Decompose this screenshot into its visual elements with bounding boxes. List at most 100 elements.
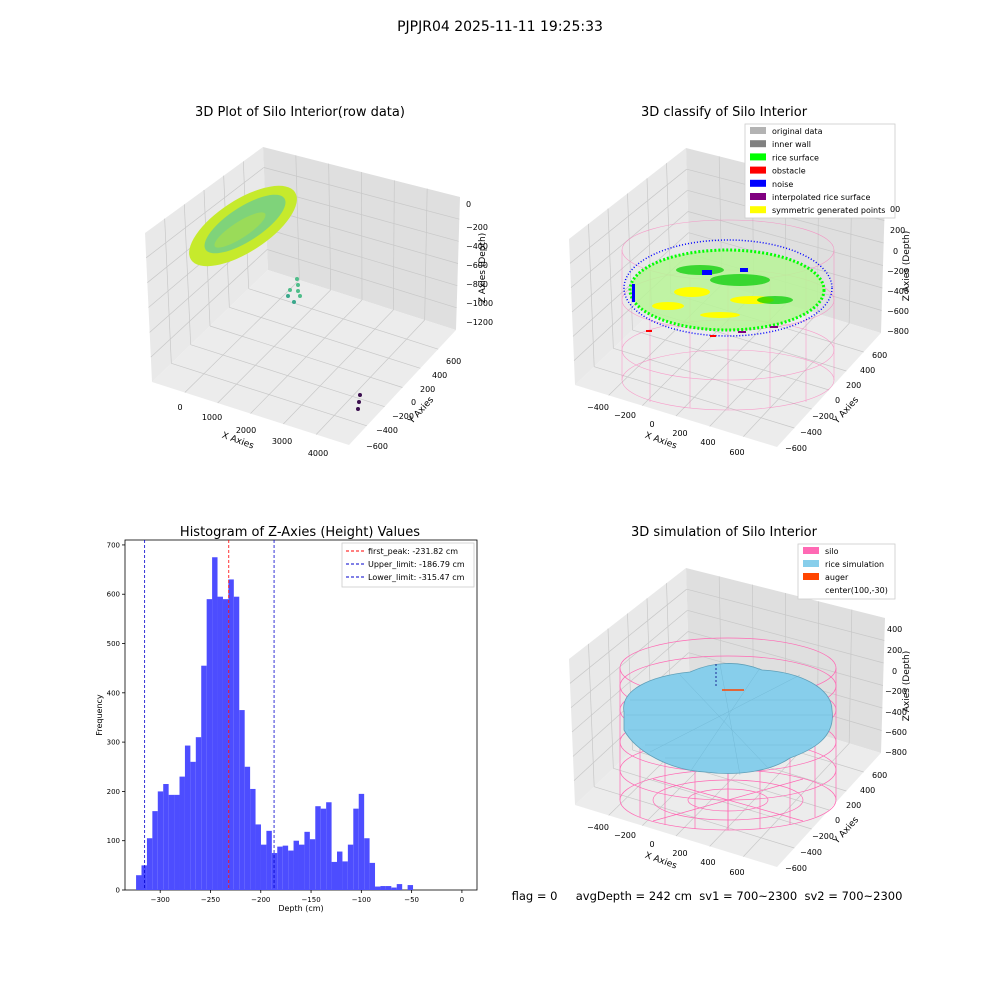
- raw-y-tick: −400: [376, 426, 398, 435]
- classify-x-tick: −400: [587, 403, 609, 412]
- raw-y-tick: −600: [366, 442, 388, 451]
- histogram-bars: [136, 557, 414, 890]
- histogram-bar: [195, 737, 202, 890]
- histogram-bar: [184, 745, 191, 890]
- classify-z-tick: −200: [887, 267, 909, 276]
- simulation-y-tick: −200: [812, 832, 834, 841]
- classify-x-tick: 200: [672, 429, 687, 438]
- simulation-y-tick: 400: [860, 786, 875, 795]
- histogram-bar: [353, 808, 359, 890]
- histogram-bar: [298, 844, 305, 890]
- classify-legend-label: obstacle: [772, 167, 806, 176]
- histogram-bar: [244, 766, 251, 890]
- raw-z-label: Z Axies (Depth): [478, 233, 488, 304]
- classify-z-tick: −600: [887, 307, 909, 316]
- simulation-legend-label: auger: [825, 573, 849, 582]
- histogram-x-tick-label: −200: [251, 896, 270, 904]
- classify-legend-label: original data: [772, 127, 823, 136]
- simulation-legend-label: center(100,-30): [825, 586, 888, 595]
- raw-z-tick: −400: [466, 242, 488, 251]
- classify-legend-swatch: [750, 193, 766, 200]
- histogram-y-tick-label: 600: [107, 591, 120, 599]
- classify-z-tick: 00: [890, 205, 900, 214]
- histogram-title: Histogram of Z-Axies (Height) Values: [180, 525, 420, 540]
- simulation-x-tick: 200: [672, 849, 687, 858]
- histogram-bar: [136, 875, 142, 890]
- histogram-bar: [212, 557, 218, 890]
- simulation-y-ticks: 600 400 200 0 −200 −400 −600: [785, 771, 887, 873]
- classify-legend-label: symmetric generated points: [772, 206, 885, 215]
- raw-z-tick: −1000: [466, 299, 493, 308]
- histogram-bar: [217, 596, 223, 890]
- histogram-bar: [168, 794, 175, 890]
- histogram-y-tick-label: 700: [107, 541, 120, 549]
- histogram-bar: [206, 599, 213, 890]
- classify-z-tick: 0: [893, 247, 898, 256]
- histogram-bar: [396, 884, 403, 890]
- simulation-z-tick: −400: [885, 708, 907, 717]
- classify-x-tick: 600: [729, 448, 744, 457]
- histogram-bar: [228, 579, 234, 890]
- simulation-legend-label: rice simulation: [825, 560, 884, 569]
- classify-3d-panel: 3D classify of Silo Interior: [569, 105, 912, 457]
- simulation-z-tick: −200: [885, 687, 907, 696]
- classify-legend-swatch: [750, 140, 766, 148]
- histogram-x-tick-label: −150: [301, 896, 320, 904]
- classify-y-tick: −400: [800, 428, 822, 437]
- classify-legend-swatch: [750, 179, 766, 187]
- raw-y-tick: 0: [411, 398, 416, 407]
- histogram-bar: [342, 861, 348, 890]
- raw-point: [286, 294, 290, 298]
- classify-pane-left: [569, 148, 690, 385]
- simulation-3d-panel: 3D simulation of Silo Interior: [569, 525, 912, 877]
- histogram-bar: [385, 886, 392, 890]
- histogram-bar: [375, 886, 381, 890]
- histogram-bar: [364, 838, 370, 890]
- simulation-x-tick: 0: [649, 840, 654, 849]
- histogram-bar: [266, 830, 272, 890]
- classify-legend-swatch: [750, 166, 766, 174]
- histogram-bar: [309, 839, 316, 890]
- raw-point: [292, 300, 296, 304]
- simulation-x-tick: −400: [587, 823, 609, 832]
- raw-y-tick: −200: [392, 412, 414, 421]
- raw-point: [298, 294, 302, 298]
- simulation-z-ticks: 400 200 0 −200 −400 −600 −800: [885, 625, 907, 757]
- raw-x-ticks: 0 1000 2000 3000 4000: [177, 403, 328, 458]
- simulation-z-tick: 200: [887, 646, 902, 655]
- raw-point: [296, 289, 300, 293]
- histogram-bar: [358, 793, 365, 890]
- classify-rice-surface-edge: [628, 248, 826, 332]
- classify-z-label: Z Axies (Depth): [902, 231, 912, 302]
- histogram-reference-lines: [144, 540, 275, 890]
- histogram-x-tick-label: −250: [201, 896, 220, 904]
- histogram-bar: [331, 861, 338, 890]
- histogram-bar: [347, 844, 354, 890]
- simulation-z-tick: 0: [892, 667, 897, 676]
- figure-suptitle: PJPJR04 2025-11-11 19:25:33: [397, 19, 603, 35]
- histogram-bar: [255, 824, 261, 890]
- raw-ring-core: [214, 212, 266, 248]
- raw-z-tick: −1200: [466, 318, 493, 327]
- histogram-bar: [146, 838, 153, 890]
- raw-x-tick: 3000: [272, 437, 292, 446]
- simulation-y-tick: −400: [800, 848, 822, 857]
- raw-y-tick: 200: [420, 385, 435, 394]
- classify-x-tick: −200: [614, 411, 636, 420]
- simulation-x-tick: 600: [729, 868, 744, 877]
- raw-y-tick: 400: [432, 371, 447, 380]
- raw-panel-title: 3D Plot of Silo Interior(row data): [195, 105, 405, 120]
- simulation-z-tick: −600: [885, 728, 907, 737]
- histogram-bar: [250, 788, 256, 890]
- histogram-bar: [152, 811, 158, 890]
- classify-legend-label: noise: [772, 180, 793, 189]
- histogram-x-tick-label: 0: [460, 896, 464, 904]
- histogram-bar: [304, 831, 310, 890]
- simulation-x-ticks: −400 −200 0 200 400 600: [587, 823, 745, 877]
- histogram-y-tick-label: 100: [107, 837, 120, 845]
- classify-y-ticks: 600 400 200 0 −200 −400 −600: [785, 351, 887, 453]
- histogram-bar: [293, 840, 299, 890]
- simulation-legend-swatch: [803, 560, 819, 567]
- simulation-pane-left: [569, 568, 690, 805]
